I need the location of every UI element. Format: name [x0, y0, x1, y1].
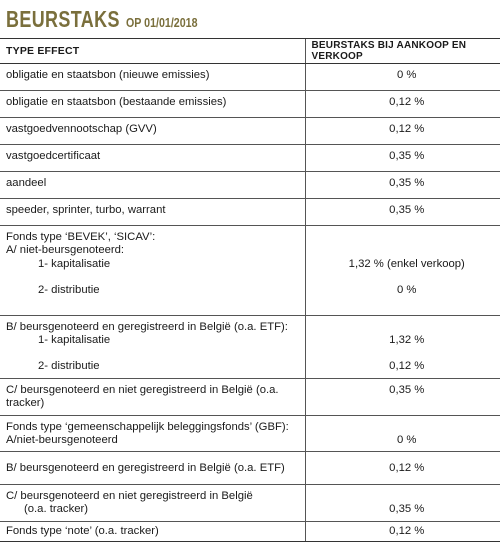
- page-title: BEURSTAKS: [6, 6, 120, 33]
- sicav-a-item-1: 1- kapitalisatie: [6, 258, 305, 271]
- gbf-b-rate: 0,12 %: [305, 452, 500, 484]
- row-rate: 0,35 %: [305, 199, 500, 226]
- sicav-c-label: C/ beursgenoteerd en niet geregistreerd …: [0, 378, 305, 415]
- sicav-b-rate-1: 1,32 %: [314, 334, 500, 347]
- row-effect: obligatie en staatsbon (bestaande emissi…: [0, 91, 305, 118]
- table-header-row: TYPE EFFECT BEURSTAKS BIJ AANKOOP EN VER…: [0, 39, 500, 64]
- sicav-a-rate-2: 0 %: [314, 284, 500, 297]
- sicav-b-item-2: 2- distributie: [6, 360, 305, 373]
- table-row-gbf-a: Fonds type ‘gemeenschappelijk beleggings…: [0, 415, 500, 452]
- gbf-a-cell: Fonds type ‘gemeenschappelijk beleggings…: [0, 415, 305, 452]
- row-effect: aandeel: [0, 172, 305, 199]
- sicav-b-rates: 1,32 % 0,12 %: [305, 315, 500, 378]
- title-block: BEURSTAKS OP 01/01/2018: [0, 0, 500, 34]
- note-rate: 0,12 %: [305, 521, 500, 541]
- sicav-a-rate-1: 1,32 % (enkel verkoop): [314, 258, 500, 271]
- table-row: vastgoedvennootschap (GVV) 0,12 %: [0, 118, 500, 145]
- column-header-rate: BEURSTAKS BIJ AANKOOP EN VERKOOP: [305, 39, 500, 64]
- sicav-b-rate-2: 0,12 %: [314, 360, 500, 373]
- page-subtitle: OP 01/01/2018: [126, 15, 198, 30]
- row-effect: vastgoedvennootschap (GVV): [0, 118, 305, 145]
- table-row-gbf-c: C/ beursgenoteerd en niet geregistreerd …: [0, 484, 500, 521]
- sicav-b-label: B/ beursgenoteerd en geregistreerd in Be…: [6, 321, 305, 334]
- table-row: speeder, sprinter, turbo, warrant 0,35 %: [0, 199, 500, 226]
- sicav-a-rates: 1,32 % (enkel verkoop) 0 %: [305, 226, 500, 316]
- sicav-heading: Fonds type ‘BEVEK’, ‘SICAV’:: [6, 231, 305, 244]
- table-row: obligatie en staatsbon (bestaande emissi…: [0, 91, 500, 118]
- gbf-c-rate: 0,35 %: [314, 503, 500, 516]
- note-label: Fonds type ‘note’ (o.a. tracker): [0, 521, 305, 541]
- gbf-c-cell: C/ beursgenoteerd en niet geregistreerd …: [0, 484, 305, 521]
- gbf-a-rates: 0 %: [305, 415, 500, 452]
- table-row: vastgoedcertificaat 0,35 %: [0, 145, 500, 172]
- sicav-a-item-2: 2- distributie: [6, 284, 305, 297]
- row-rate: 0,12 %: [305, 91, 500, 118]
- row-effect: speeder, sprinter, turbo, warrant: [0, 199, 305, 226]
- sicav-c-rate: 0,35 %: [305, 378, 500, 415]
- sicav-b-item-1: 1- kapitalisatie: [6, 334, 305, 347]
- row-effect: vastgoedcertificaat: [0, 145, 305, 172]
- table-row-sicav-c: C/ beursgenoteerd en niet geregistreerd …: [0, 378, 500, 415]
- table-row: aandeel 0,35 %: [0, 172, 500, 199]
- row-rate: 0,35 %: [305, 145, 500, 172]
- tax-table-page: BEURSTAKS OP 01/01/2018 TYPE EFFECT BEUR…: [0, 0, 500, 509]
- column-header-type: TYPE EFFECT: [0, 39, 305, 64]
- tax-table: TYPE EFFECT BEURSTAKS BIJ AANKOOP EN VER…: [0, 38, 500, 542]
- sicav-a-cell: Fonds type ‘BEVEK’, ‘SICAV’: A/ niet-beu…: [0, 226, 305, 316]
- row-rate: 0 %: [305, 64, 500, 91]
- table-row: obligatie en staatsbon (nieuwe emissies)…: [0, 64, 500, 91]
- table-row-sicav-b: B/ beursgenoteerd en geregistreerd in Be…: [0, 315, 500, 378]
- row-rate: 0,35 %: [305, 172, 500, 199]
- gbf-c-label-2: (o.a. tracker): [6, 503, 305, 516]
- gbf-c-rates: 0,35 %: [305, 484, 500, 521]
- gbf-b-label: B/ beursgenoteerd en geregistreerd in Be…: [0, 452, 305, 484]
- table-row-gbf-b: B/ beursgenoteerd en geregistreerd in Be…: [0, 452, 500, 484]
- row-effect: obligatie en staatsbon (nieuwe emissies): [0, 64, 305, 91]
- gbf-a-label: A/niet-beursgenoteerd: [6, 434, 305, 447]
- table-row-note: Fonds type ‘note’ (o.a. tracker) 0,12 %: [0, 521, 500, 541]
- sicav-b-cell: B/ beursgenoteerd en geregistreerd in Be…: [0, 315, 305, 378]
- row-rate: 0,12 %: [305, 118, 500, 145]
- table-row-sicav-a: Fonds type ‘BEVEK’, ‘SICAV’: A/ niet-beu…: [0, 226, 500, 316]
- gbf-heading: Fonds type ‘gemeenschappelijk beleggings…: [6, 421, 305, 434]
- gbf-a-rate: 0 %: [314, 434, 500, 447]
- sicav-a-label: A/ niet-beursgenoteerd:: [6, 244, 305, 257]
- gbf-c-label-1: C/ beursgenoteerd en niet geregistreerd …: [6, 490, 305, 503]
